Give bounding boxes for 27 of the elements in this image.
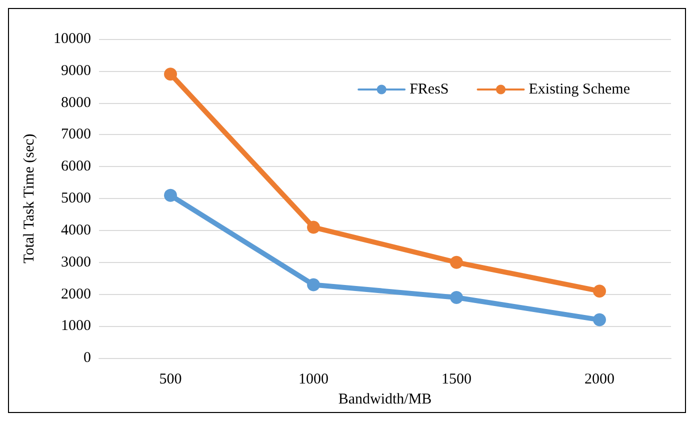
y-tick-label: 10000 xyxy=(54,31,91,47)
x-axis-title: Bandwidth/MB xyxy=(338,392,432,408)
y-tick-label: 3000 xyxy=(61,254,91,270)
legend-label: FResS xyxy=(410,82,449,98)
point xyxy=(450,256,463,269)
y-axis-title: Total Task Time (sec) xyxy=(22,134,38,264)
y-tick-label: 0 xyxy=(84,350,91,366)
point xyxy=(307,278,320,292)
point xyxy=(450,290,463,304)
legend-label: Existing Scheme xyxy=(528,82,630,98)
y-tick-label: 5000 xyxy=(61,190,91,207)
y-tick-label: 4000 xyxy=(61,222,91,238)
y-tick-label: 7000 xyxy=(61,126,91,143)
x-tick-label: 1000 xyxy=(298,372,328,388)
y-tick-label: 6000 xyxy=(61,158,91,175)
point xyxy=(593,284,606,298)
x-tick-label: 2000 xyxy=(584,372,614,388)
point xyxy=(593,313,606,326)
x-tick-label: 1500 xyxy=(442,372,472,388)
point xyxy=(164,188,177,202)
point xyxy=(164,68,177,81)
x-tick-label: 500 xyxy=(159,372,182,388)
y-tick-label: 1000 xyxy=(61,318,91,334)
y-tick-label: 9000 xyxy=(61,62,91,79)
y-tick-label: 2000 xyxy=(61,286,91,302)
point xyxy=(307,220,320,234)
y-tick-label: 8000 xyxy=(61,94,91,111)
